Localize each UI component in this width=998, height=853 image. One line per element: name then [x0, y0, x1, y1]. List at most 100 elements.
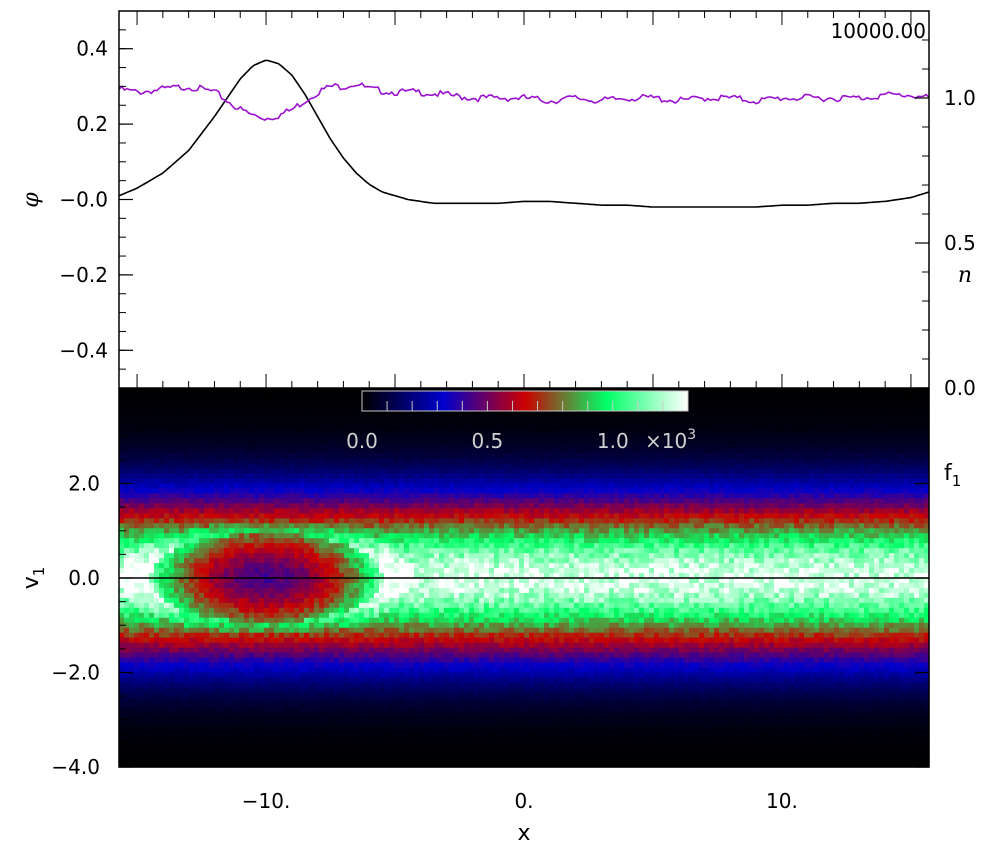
heatmap-cell: [209, 513, 215, 519]
heatmap-cell: [219, 513, 225, 519]
heatmap-cell: [349, 493, 355, 500]
heatmap-cell: [439, 413, 445, 420]
heatmap-cell: [634, 523, 640, 529]
heatmap-cell: [659, 418, 665, 425]
heatmap-cell: [369, 428, 375, 435]
heatmap-cell: [899, 448, 905, 455]
heatmap-cell: [434, 408, 440, 415]
heatmap-cell: [359, 528, 365, 534]
heatmap-cell: [589, 448, 595, 455]
heatmap-cell: [309, 443, 315, 450]
heatmap-cell: [404, 408, 410, 415]
heatmap-cell: [739, 518, 745, 524]
heatmap-cell: [489, 488, 495, 495]
heatmap-cell: [229, 393, 235, 400]
heatmap-cell: [534, 533, 540, 539]
heatmap-cell: [919, 508, 925, 514]
heatmap-cell: [439, 418, 445, 425]
heatmap-cell: [734, 523, 740, 529]
heatmap-cell: [894, 503, 900, 509]
heatmap-cell: [214, 528, 220, 534]
heatmap-cell: [619, 408, 625, 415]
heatmap-cell: [289, 518, 295, 524]
heatmap-cell: [224, 518, 230, 524]
heatmap-cell: [699, 418, 705, 425]
heatmap-cell: [374, 468, 380, 475]
heatmap-cell: [144, 523, 150, 529]
heatmap-cell: [899, 413, 905, 420]
heatmap-cell: [314, 428, 320, 435]
heatmap-cell: [799, 478, 805, 485]
heatmap-cell: [789, 513, 795, 519]
heatmap-cell: [759, 483, 765, 490]
heatmap-cell: [879, 433, 885, 440]
heatmap-cell: [724, 443, 730, 450]
heatmap-cell: [534, 498, 540, 504]
heatmap-cell: [534, 478, 540, 485]
heatmap-cell: [274, 473, 280, 480]
heatmap-cell: [169, 418, 175, 425]
heatmap-cell: [264, 508, 270, 514]
heatmap-cell: [614, 418, 620, 425]
heatmap-cell: [119, 463, 125, 470]
heatmap-cell: [814, 463, 820, 470]
heatmap-cell: [319, 448, 325, 455]
heatmap-cell: [384, 443, 390, 450]
heatmap-cell: [629, 448, 635, 455]
heatmap-cell: [799, 428, 805, 435]
heatmap-cell: [729, 488, 735, 495]
heatmap-cell: [149, 483, 155, 490]
heatmap-cell: [549, 473, 555, 480]
heatmap-cell: [419, 463, 425, 470]
heatmap-cell: [884, 468, 890, 475]
heatmap-cell: [339, 458, 345, 465]
heatmap-cell: [179, 443, 185, 450]
heatmap-cell: [244, 478, 250, 485]
heatmap-cell: [619, 438, 625, 445]
heatmap-cell: [649, 488, 655, 495]
heatmap-cell: [904, 508, 910, 514]
heatmap-cell: [264, 413, 270, 420]
heatmap-cell: [669, 498, 675, 504]
heatmap-cell: [644, 488, 650, 495]
heatmap-cell: [414, 433, 420, 440]
heatmap-cell: [534, 483, 540, 490]
heatmap-cell: [544, 528, 550, 534]
heatmap-cell: [329, 463, 335, 470]
heatmap-cell: [214, 389, 220, 395]
heatmap-cell: [629, 473, 635, 480]
heatmap-cell: [584, 523, 590, 529]
heatmap-cell: [639, 523, 645, 529]
heatmap-cell: [829, 393, 835, 400]
heatmap-cell: [419, 503, 425, 509]
heatmap-cell: [424, 498, 430, 504]
heatmap-cell: [579, 518, 585, 524]
heatmap-cell: [299, 418, 305, 425]
heatmap-cell: [119, 523, 125, 529]
heatmap-cell: [909, 403, 915, 410]
heatmap-cell: [569, 493, 575, 500]
heatmap-cell: [129, 418, 135, 425]
heatmap-cell: [229, 488, 235, 495]
heatmap-cell: [559, 458, 565, 465]
heatmap-cell: [314, 503, 320, 509]
heatmap-cell: [574, 508, 580, 514]
heatmap-cell: [774, 408, 780, 415]
heatmap-cell: [524, 498, 530, 504]
heatmap-cell: [259, 413, 265, 420]
heatmap-cell: [329, 473, 335, 480]
heatmap-cell: [409, 473, 415, 480]
heatmap-cell: [684, 518, 690, 524]
heatmap-cell: [474, 483, 480, 490]
heatmap-cell: [764, 483, 770, 490]
heatmap-cell: [879, 468, 885, 475]
heatmap-cell: [774, 473, 780, 480]
heatmap-cell: [504, 453, 510, 460]
heatmap-cell: [314, 433, 320, 440]
heatmap-cell: [849, 403, 855, 410]
heatmap-cell: [439, 458, 445, 465]
heatmap-cell: [879, 483, 885, 490]
heatmap-cell: [364, 518, 370, 524]
heatmap-cell: [794, 443, 800, 450]
heatmap-cell: [524, 508, 530, 514]
